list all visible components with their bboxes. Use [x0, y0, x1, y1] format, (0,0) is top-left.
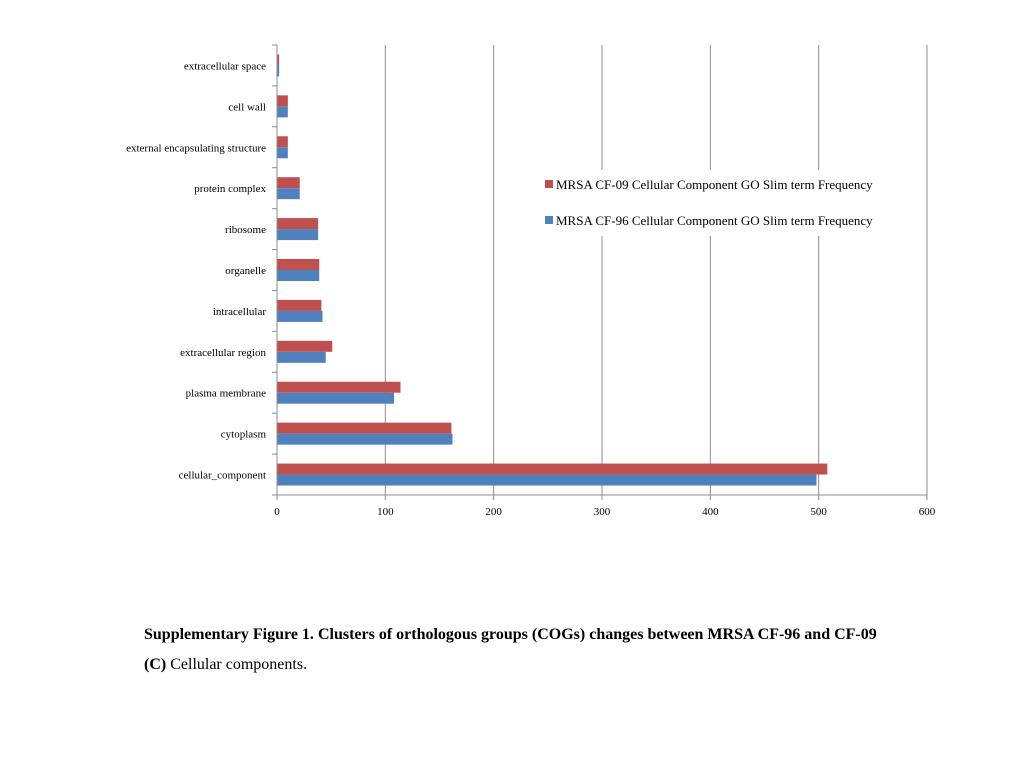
- x-tick-label: 100: [377, 506, 394, 518]
- caption-text: Cellular components.: [166, 656, 308, 673]
- caption-label: Supplementary Figure 1.: [144, 626, 314, 643]
- category-label: plasma membrane: [186, 388, 266, 400]
- bar: [277, 65, 280, 77]
- category-label: extracellular space: [184, 60, 266, 72]
- category-label: cellular_component: [179, 470, 266, 482]
- bar: [277, 136, 288, 148]
- x-tick-label: 0: [274, 506, 280, 518]
- caption-bold-text: Clusters of orthologous groups (COGs) ch…: [313, 626, 877, 643]
- bar: [277, 474, 817, 486]
- caption-line-2: (C) Cellular components.: [144, 650, 944, 680]
- category-label: cell wall: [228, 101, 266, 113]
- bar: [277, 422, 452, 434]
- bar: [277, 340, 333, 352]
- bar: [277, 188, 300, 200]
- x-tick-label: 400: [702, 506, 719, 518]
- category-label: organelle: [225, 265, 266, 277]
- caption-line-1: Supplementary Figure 1. Clusters of orth…: [144, 620, 944, 650]
- bar: [277, 392, 394, 404]
- bar-chart: extracellular space cell wall external enc…: [126, 44, 936, 518]
- bar: [277, 381, 401, 393]
- bar: [277, 218, 319, 230]
- legend-label: MRSA CF-09 Cellular Component GO Slim te…: [556, 177, 873, 192]
- bar: [277, 177, 300, 189]
- bar: [277, 270, 320, 281]
- legend-swatch: [545, 216, 553, 224]
- bar: [277, 433, 453, 445]
- bar: [277, 259, 320, 270]
- caption-panel-label: (C): [144, 656, 167, 673]
- category-label: extracellular region: [180, 347, 266, 359]
- bar: [277, 147, 288, 159]
- category-label: cytoplasm: [221, 429, 267, 441]
- category-label: intracellular: [213, 306, 266, 318]
- legend-background: [538, 170, 910, 236]
- category-label: external encapsulating structure: [126, 142, 266, 154]
- category-label: ribosome: [225, 224, 266, 236]
- x-tick-label: 600: [919, 506, 936, 518]
- x-tick-label: 500: [810, 506, 827, 518]
- bar: [277, 463, 828, 475]
- legend-label: MRSA CF-96 Cellular Component GO Slim te…: [556, 213, 873, 228]
- category-label: protein complex: [194, 183, 266, 195]
- chart-svg: extracellular space cell wall external enc…: [126, 44, 936, 518]
- legend-swatch: [545, 180, 553, 188]
- bar: [277, 106, 288, 118]
- x-tick-label: 300: [594, 506, 611, 518]
- bar: [277, 229, 319, 241]
- bar: [277, 351, 326, 363]
- bar: [277, 299, 322, 311]
- bar: [277, 54, 280, 66]
- figure-caption: Supplementary Figure 1. Clusters of orth…: [144, 620, 944, 680]
- bar: [277, 95, 288, 107]
- x-tick-label: 200: [485, 506, 502, 518]
- bar: [277, 310, 323, 322]
